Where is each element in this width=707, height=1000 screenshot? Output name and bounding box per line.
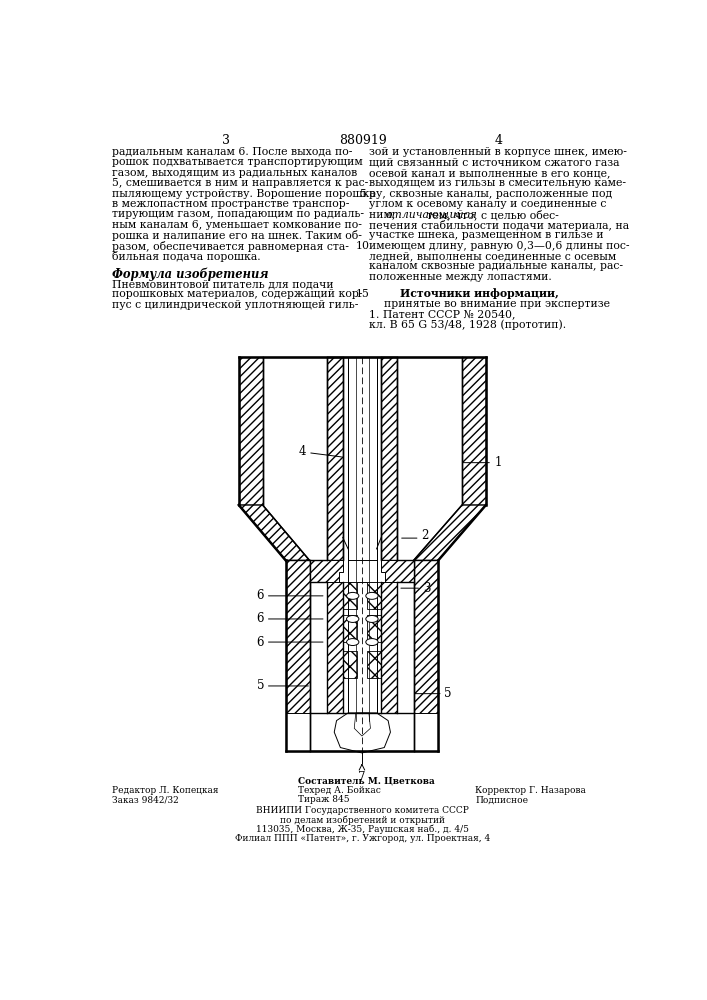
Text: разом, обеспечивается равномерная ста-: разом, обеспечивается равномерная ста- bbox=[112, 241, 349, 252]
Text: 6: 6 bbox=[257, 612, 264, 625]
Bar bbox=[343, 582, 357, 609]
Text: Техред А. Бойкас: Техред А. Бойкас bbox=[298, 786, 381, 795]
Text: ным каналам 6, уменьшает комкование по-: ным каналам 6, уменьшает комкование по- bbox=[112, 220, 361, 230]
Bar bbox=[327, 582, 343, 713]
Text: имеющем длину, равную 0,3—0,6 длины пос-: имеющем длину, равную 0,3—0,6 длины пос- bbox=[369, 241, 629, 251]
Text: бильная подача порошка.: бильная подача порошка. bbox=[112, 251, 260, 262]
Text: ледней, выполнены соединенные с осевым: ледней, выполнены соединенные с осевым bbox=[369, 251, 616, 261]
Text: 5: 5 bbox=[257, 679, 264, 692]
Ellipse shape bbox=[346, 592, 359, 599]
Text: 4: 4 bbox=[298, 445, 305, 458]
Text: Составитель М. Цветкова: Составитель М. Цветкова bbox=[298, 777, 435, 786]
Text: 5: 5 bbox=[359, 189, 366, 199]
Text: положенные между лопастями.: положенные между лопастями. bbox=[369, 272, 551, 282]
Text: тем, что, с целью обес-: тем, что, с целью обес- bbox=[423, 209, 559, 220]
Text: порошковых материалов, содержащий кор-: порошковых материалов, содержащий кор- bbox=[112, 289, 362, 299]
Text: ним,: ним, bbox=[369, 209, 399, 219]
Text: щий связанный с источником сжатого газа: щий связанный с источником сжатого газа bbox=[369, 157, 619, 167]
Ellipse shape bbox=[346, 639, 359, 646]
Text: 15: 15 bbox=[356, 289, 370, 299]
Text: Редактор Л. Копецкая: Редактор Л. Копецкая bbox=[112, 786, 218, 795]
Bar bbox=[343, 651, 357, 678]
Text: 6: 6 bbox=[257, 636, 264, 649]
Bar bbox=[239, 357, 262, 505]
Text: зой и установленный в корпусе шнек, имею-: зой и установленный в корпусе шнек, имею… bbox=[369, 147, 627, 157]
Polygon shape bbox=[239, 505, 310, 560]
Text: газом, выходящим из радиальных каналов: газом, выходящим из радиальных каналов bbox=[112, 168, 357, 178]
Text: тирующим газом, попадающим по радиаль-: тирующим газом, попадающим по радиаль- bbox=[112, 209, 363, 219]
Text: отличающийся: отличающийся bbox=[385, 209, 477, 220]
Text: 5: 5 bbox=[444, 687, 452, 700]
Text: каналом сквозные радиальные каналы, рас-: каналом сквозные радиальные каналы, рас- bbox=[369, 261, 623, 271]
Bar bbox=[348, 582, 377, 713]
Text: в межлопастном пространстве транспор-: в межлопастном пространстве транспор- bbox=[112, 199, 349, 209]
Text: 7: 7 bbox=[358, 771, 366, 784]
Text: пыляющему устройству. Ворошение порошка: пыляющему устройству. Ворошение порошка bbox=[112, 189, 375, 199]
Bar bbox=[286, 713, 438, 751]
Polygon shape bbox=[334, 713, 390, 753]
Bar bbox=[343, 615, 357, 642]
Text: 1: 1 bbox=[494, 456, 502, 469]
Text: Формула изобретения: Формула изобретения bbox=[112, 267, 268, 281]
Text: принятые во внимание при экспертизе: принятые во внимание при экспертизе bbox=[385, 299, 610, 309]
Ellipse shape bbox=[366, 592, 378, 599]
Text: Источники информации,: Источники информации, bbox=[399, 288, 559, 299]
Text: 6: 6 bbox=[257, 589, 264, 602]
Text: Тираж 845: Тираж 845 bbox=[298, 795, 350, 804]
Text: 3: 3 bbox=[223, 134, 230, 147]
Text: кл. В 65 G 53/48, 1928 (прототип).: кл. В 65 G 53/48, 1928 (прототип). bbox=[369, 319, 566, 330]
Text: выходящем из гильзы в смесительную каме-: выходящем из гильзы в смесительную каме- bbox=[369, 178, 626, 188]
Bar bbox=[368, 582, 381, 609]
Text: рошок подхватывается транспортирующим: рошок подхватывается транспортирующим bbox=[112, 157, 363, 167]
Text: радиальным каналам 6. После выхода по-: радиальным каналам 6. После выхода по- bbox=[112, 147, 352, 157]
Text: рошка и налипание его на шнек. Таким об-: рошка и налипание его на шнек. Таким об- bbox=[112, 230, 361, 241]
Text: 10: 10 bbox=[356, 241, 370, 251]
Ellipse shape bbox=[366, 615, 378, 622]
Text: Подписное: Подписное bbox=[475, 795, 528, 804]
Bar bbox=[381, 357, 397, 560]
Text: 3: 3 bbox=[423, 582, 431, 595]
Bar bbox=[368, 651, 381, 678]
Ellipse shape bbox=[346, 615, 359, 622]
Polygon shape bbox=[414, 505, 486, 560]
Text: участке шнека, размещенном в гильзе и: участке шнека, размещенном в гильзе и bbox=[369, 230, 604, 240]
Text: печения стабильности подачи материала, на: печения стабильности подачи материала, н… bbox=[369, 220, 629, 231]
Text: 4: 4 bbox=[494, 134, 502, 147]
Text: Корректор Г. Назарова: Корректор Г. Назарова bbox=[475, 786, 586, 795]
Polygon shape bbox=[381, 560, 414, 582]
Text: 113035, Москва, Ж-35, Раушская наб., д. 4/5: 113035, Москва, Ж-35, Раушская наб., д. … bbox=[256, 825, 469, 834]
Bar bbox=[381, 582, 397, 713]
Text: углом к осевому каналу и соединенные с: углом к осевому каналу и соединенные с bbox=[369, 199, 607, 209]
Text: Филиал ППП «Патент», г. Ужгород, ул. Проектная, 4: Филиал ППП «Патент», г. Ужгород, ул. Про… bbox=[235, 834, 491, 843]
Bar bbox=[286, 560, 310, 751]
Text: по делам изобретений и открытий: по делам изобретений и открытий bbox=[280, 815, 445, 825]
Bar bbox=[327, 357, 343, 560]
Ellipse shape bbox=[366, 639, 378, 646]
Bar bbox=[462, 357, 486, 505]
Text: Пневмовинтовой питатель для подачи: Пневмовинтовой питатель для подачи bbox=[112, 279, 333, 289]
Bar bbox=[414, 560, 438, 751]
Text: 880919: 880919 bbox=[339, 134, 387, 147]
Bar bbox=[368, 615, 381, 642]
Polygon shape bbox=[310, 560, 343, 582]
Text: пус с цилиндрической уплотняющей гиль-: пус с цилиндрической уплотняющей гиль- bbox=[112, 300, 358, 310]
Polygon shape bbox=[354, 713, 370, 736]
Text: 5, смешивается в ним и направляется к рас-: 5, смешивается в ним и направляется к ра… bbox=[112, 178, 368, 188]
Text: осевой канал и выполненные в его конце,: осевой канал и выполненные в его конце, bbox=[369, 168, 610, 178]
Text: 1. Патент СССР № 20540,: 1. Патент СССР № 20540, bbox=[369, 309, 515, 319]
Bar bbox=[348, 357, 377, 560]
Text: 2: 2 bbox=[421, 529, 428, 542]
Text: ру, сквозные каналы, расположенные под: ру, сквозные каналы, расположенные под bbox=[369, 189, 612, 199]
Text: Заказ 9842/32: Заказ 9842/32 bbox=[112, 795, 178, 804]
Text: ВНИИПИ Государственного комитета СССР: ВНИИПИ Государственного комитета СССР bbox=[256, 806, 469, 815]
